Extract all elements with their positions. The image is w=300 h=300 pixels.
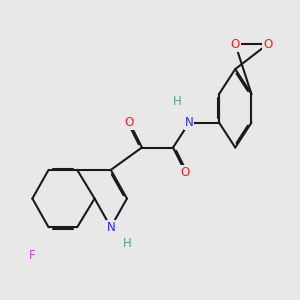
Text: O: O bbox=[181, 166, 190, 179]
Text: N: N bbox=[106, 221, 115, 234]
Text: H: H bbox=[172, 95, 181, 108]
Text: O: O bbox=[263, 38, 272, 51]
Text: F: F bbox=[29, 249, 36, 262]
Text: O: O bbox=[125, 116, 134, 129]
Text: N: N bbox=[185, 116, 194, 129]
Text: H: H bbox=[123, 237, 131, 250]
Text: O: O bbox=[231, 38, 240, 51]
